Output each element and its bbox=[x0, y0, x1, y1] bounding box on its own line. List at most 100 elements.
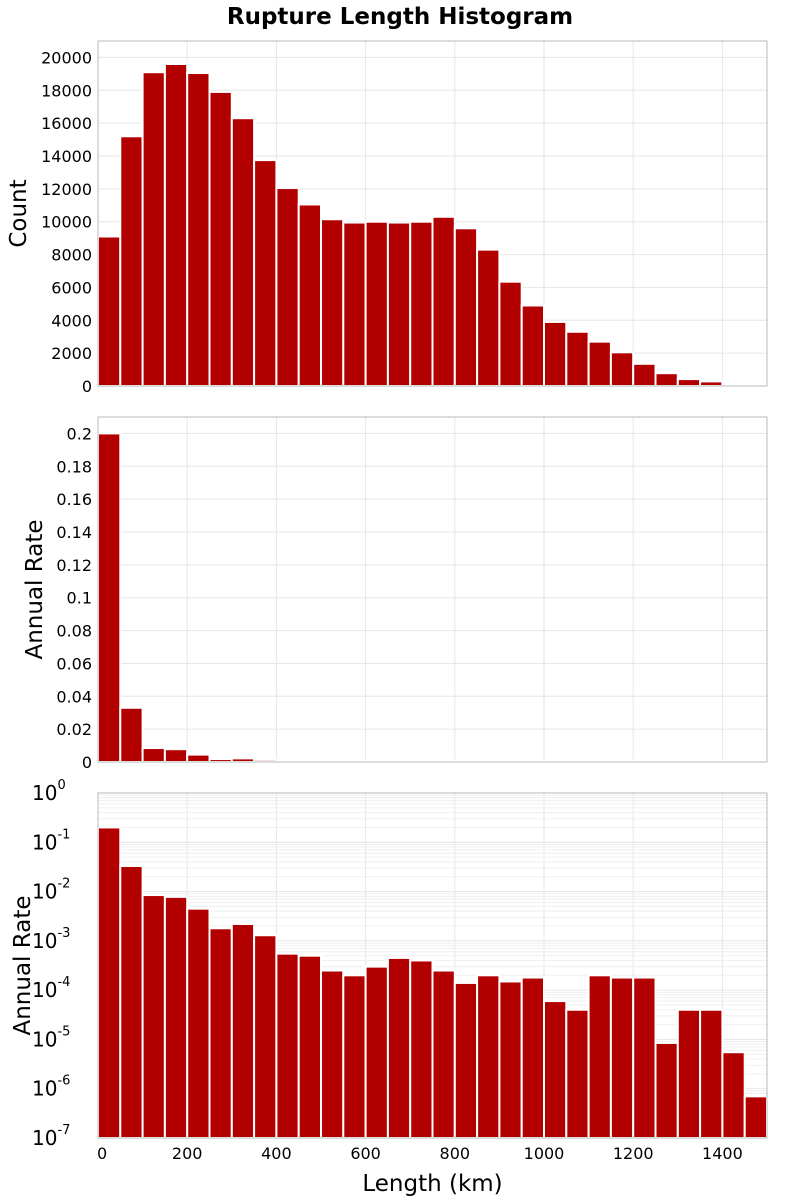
panel-middle: 0 0.02 0.04 0.06 0.08 0.1 0.12 0.14 0.16 0.18 0.2 A… bbox=[22, 416, 769, 772]
bar-bin-13 bbox=[386, 221, 412, 387]
bar-bin-3 bbox=[163, 895, 189, 1140]
bar-bin-17 bbox=[476, 248, 501, 387]
plot-frame bbox=[97, 792, 768, 1139]
y-tick-base: 10 bbox=[32, 929, 57, 953]
x-tick-label: 1000 bbox=[524, 1144, 565, 1163]
x-tick-label: 1200 bbox=[613, 1144, 654, 1163]
bar-bin-14 bbox=[409, 959, 434, 1140]
bar-bin-26 bbox=[676, 378, 702, 388]
bar-bin-16 bbox=[453, 981, 479, 1140]
y-tick-base: 10 bbox=[32, 1077, 57, 1101]
y-tick-label: 18000 bbox=[41, 81, 92, 100]
bar-bin-7 bbox=[253, 159, 278, 387]
bar-bin-0 bbox=[97, 235, 122, 387]
y-tick-label: 10-7 bbox=[32, 1123, 70, 1150]
bar-bin-10 bbox=[320, 969, 345, 1139]
bar-bin-10 bbox=[320, 218, 345, 387]
y-tick-label: 0.2 bbox=[67, 424, 92, 443]
bar-bin-12 bbox=[364, 965, 389, 1140]
y-axis-label: Annual Rate bbox=[22, 520, 48, 660]
y-tick-label: 10-4 bbox=[32, 975, 70, 1002]
y-tick-label: 16000 bbox=[41, 114, 92, 133]
bar-bin-20 bbox=[543, 1000, 568, 1140]
bar-bin-28 bbox=[721, 1051, 746, 1139]
bar-bin-11 bbox=[342, 221, 367, 387]
y-tick-label: 0.18 bbox=[56, 457, 92, 476]
bar-bin-11 bbox=[342, 974, 367, 1140]
gridlines bbox=[98, 417, 767, 763]
y-tick-label: 0.14 bbox=[56, 523, 92, 542]
bar-bin-19 bbox=[520, 304, 546, 387]
y-tick-base: 10 bbox=[32, 781, 57, 805]
y-tick-label: 12000 bbox=[41, 180, 92, 199]
bar-bin-6 bbox=[230, 117, 256, 387]
y-tick-label: 2000 bbox=[51, 344, 92, 363]
chart-title: Rupture Length Histogram bbox=[227, 4, 573, 30]
bar-bin-29 bbox=[743, 1095, 769, 1140]
bar-bin-24 bbox=[632, 976, 657, 1140]
bar-bin-23 bbox=[609, 976, 635, 1140]
bar-bin-2 bbox=[141, 71, 166, 387]
y-tick-label: 0.06 bbox=[56, 654, 92, 673]
y-tick-exponent: -3 bbox=[57, 926, 70, 941]
bar-bin-6 bbox=[230, 922, 256, 1139]
y-tick-label: 4000 bbox=[51, 311, 92, 330]
x-tick-label: 1400 bbox=[702, 1144, 743, 1163]
y-tick-base: 10 bbox=[32, 1027, 57, 1051]
x-tick-label: 800 bbox=[440, 1144, 471, 1163]
x-tick-labels: 0 200 400 600 800 1000 1200 1400 bbox=[97, 1144, 743, 1163]
bar-bin-9 bbox=[297, 954, 323, 1139]
bar-bin-5 bbox=[208, 90, 233, 388]
y-tick-label: 6000 bbox=[51, 278, 92, 297]
bar-bin-2 bbox=[141, 894, 166, 1139]
bar-bin-26 bbox=[676, 1008, 702, 1139]
y-tick-exponent: -7 bbox=[57, 1123, 70, 1138]
bar-bin-25 bbox=[654, 1041, 679, 1140]
panel-top: 0 2000 4000 6000 8000 10000 12000 14000 16000 180… bbox=[6, 40, 768, 396]
y-tick-base: 10 bbox=[32, 830, 57, 854]
y-tick-label: 0 bbox=[82, 377, 92, 396]
bar-bin-16 bbox=[453, 227, 479, 387]
bar-bin-4 bbox=[186, 753, 211, 763]
bar-bin-4 bbox=[186, 72, 211, 388]
y-tick-exponent: -6 bbox=[57, 1074, 70, 1089]
y-axis-label: Annual Rate bbox=[10, 896, 36, 1036]
bar-bin-13 bbox=[386, 956, 412, 1139]
bar-bin-5 bbox=[208, 927, 233, 1140]
bar-bin-19 bbox=[520, 976, 546, 1140]
x-axis-label: Length (km) bbox=[362, 1171, 502, 1197]
bar-bin-9 bbox=[297, 203, 323, 387]
y-tick-label: 0.1 bbox=[67, 589, 92, 608]
bar-bin-25 bbox=[654, 372, 679, 387]
bar-bin-1 bbox=[119, 135, 144, 387]
y-tick-label: 14000 bbox=[41, 147, 92, 166]
y-tick-label: 100 bbox=[32, 778, 66, 805]
bar-bin-0 bbox=[97, 432, 122, 763]
y-tick-label: 10-5 bbox=[32, 1024, 70, 1051]
chart-panels: 0200040006000800010000120001400016000180… bbox=[6, 40, 769, 1197]
bar-bin-22 bbox=[587, 974, 612, 1140]
y-tick-exponent: -2 bbox=[57, 877, 70, 892]
bar-bin-12 bbox=[364, 220, 389, 387]
plot-frame bbox=[97, 40, 768, 387]
y-tick-exponent: -5 bbox=[57, 1024, 70, 1039]
x-tick-label: 400 bbox=[261, 1144, 292, 1163]
y-tick-label: 10-3 bbox=[32, 926, 70, 953]
x-tick-label: 200 bbox=[172, 1144, 203, 1163]
bar-bin-8 bbox=[275, 187, 300, 387]
y-tick-base: 10 bbox=[32, 880, 57, 904]
bar-bin-2 bbox=[141, 747, 166, 763]
y-axis-label: Count bbox=[6, 179, 32, 247]
bar-bin-24 bbox=[632, 362, 657, 388]
bar-bin-1 bbox=[119, 865, 144, 1139]
bar-bin-27 bbox=[699, 1008, 724, 1139]
y-tick-label: 0.16 bbox=[56, 490, 92, 509]
bar-bin-3 bbox=[163, 748, 189, 764]
y-tick-exponent: 0 bbox=[57, 778, 65, 793]
y-tick-label: 20000 bbox=[41, 48, 92, 67]
bar-bin-23 bbox=[609, 351, 635, 388]
y-tick-label: 10-1 bbox=[32, 827, 70, 854]
bars bbox=[97, 63, 746, 388]
bars bbox=[97, 826, 769, 1140]
